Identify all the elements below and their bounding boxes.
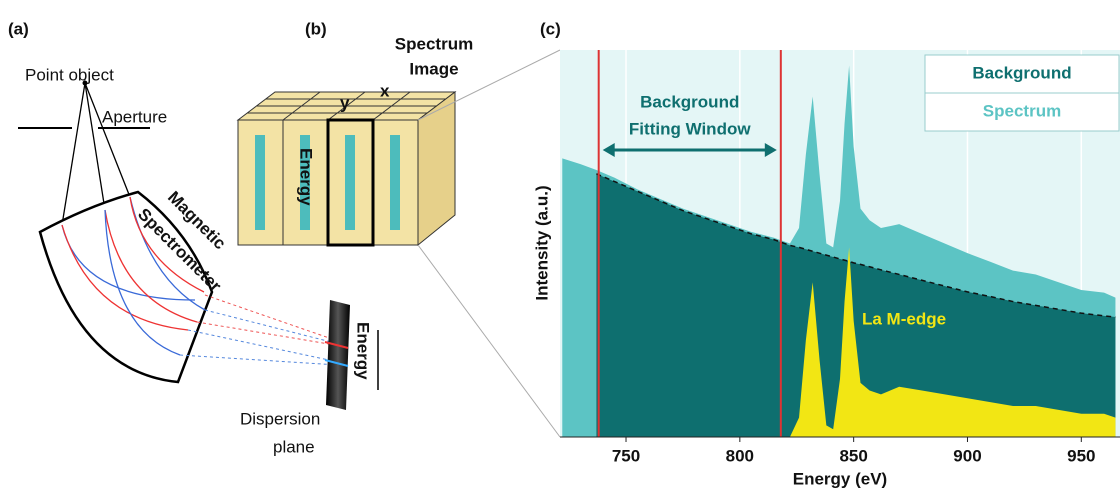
panel-label: (c) [540,19,561,38]
label: Dispersion [240,409,320,428]
title: Image [409,59,458,78]
series-label: La M-edge [862,309,946,328]
axis-label: x [380,81,390,100]
x-tick-label: 950 [1067,446,1095,465]
axis-label: y [340,93,350,112]
label: Energy [354,322,373,380]
panel-label: (a) [8,19,29,38]
x-tick-label: 900 [953,446,981,465]
label: plane [273,437,315,456]
x-axis-label: Energy (eV) [793,469,887,488]
annotation: Background [640,92,739,111]
title: Spectrum [395,34,473,53]
legend-entry: Background [972,63,1071,82]
x-tick-label: 750 [612,446,640,465]
x-tick-label: 850 [839,446,867,465]
y-axis-label: Intensity (a.u.) [532,185,551,300]
detector [326,300,350,410]
label: Aperture [102,107,167,126]
figure: (a) Point object Aperture Magnetic Spect… [0,0,1120,490]
legend-entry: Spectrum [983,101,1061,120]
label: Point object [25,65,114,84]
panel-label: (b) [305,19,327,38]
panel-b: (b) Spectrum Image x y Energy [238,19,560,437]
axis-label: Energy [297,148,316,206]
annotation: Fitting Window [629,119,751,138]
x-tick-label: 800 [726,446,754,465]
